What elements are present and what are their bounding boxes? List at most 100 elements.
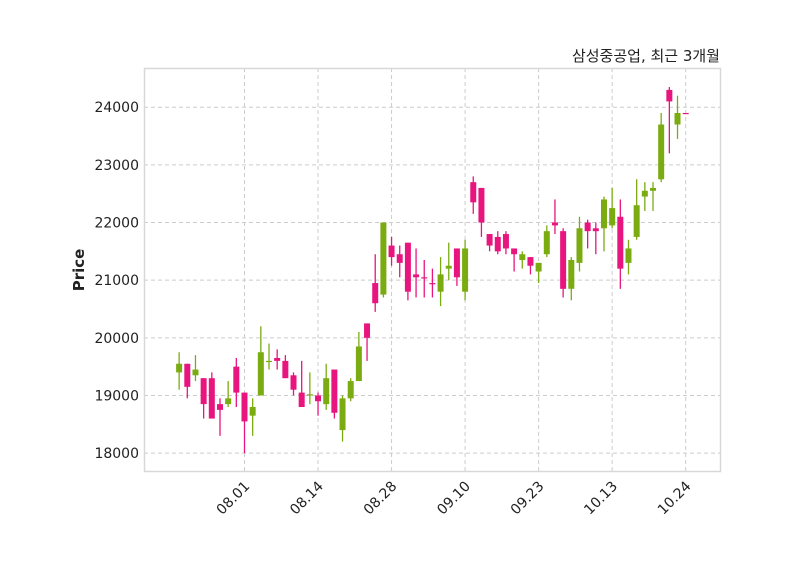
x-tick-label: 08.01 [214, 479, 254, 519]
x-tick-label: 10.24 [655, 478, 695, 518]
candle [609, 187, 616, 229]
candle-body [421, 277, 428, 279]
candle [216, 398, 223, 436]
x-tick-label: 09.23 [508, 479, 548, 519]
candle [633, 179, 640, 240]
candle [347, 378, 354, 402]
candle [355, 332, 362, 382]
candle [535, 262, 542, 284]
candle [192, 355, 199, 382]
candle-body [551, 222, 558, 226]
candles [176, 87, 689, 454]
candle-body [298, 392, 305, 408]
candle-body [609, 208, 616, 226]
candle [364, 323, 371, 361]
candle [176, 352, 183, 390]
candle-body [494, 236, 501, 252]
candle-body [364, 323, 371, 338]
candle [396, 245, 403, 278]
candle-body [543, 231, 550, 255]
candle [225, 381, 232, 408]
candle [306, 372, 313, 405]
candle [592, 222, 599, 255]
candle [560, 228, 567, 298]
candle-body [535, 262, 542, 272]
candle [208, 372, 215, 419]
candle-body [584, 222, 591, 232]
candle [486, 234, 493, 252]
x-tick-label: 09.10 [434, 479, 474, 519]
candle-body [478, 187, 485, 223]
candle [600, 196, 607, 252]
candle-body [266, 360, 273, 363]
candle-body [674, 112, 681, 125]
candle [470, 176, 477, 214]
candle [453, 248, 460, 286]
candle-body [323, 378, 330, 405]
candle-body [658, 124, 665, 180]
candle-body [413, 274, 420, 278]
candle-body [453, 248, 460, 278]
candle [650, 182, 657, 211]
candle-body [404, 242, 411, 292]
candle-body [429, 283, 436, 285]
y-tick-label: 18000 [94, 446, 139, 462]
y-tick-label: 21000 [94, 273, 139, 289]
candle [421, 259, 428, 298]
candle [339, 395, 346, 442]
x-tick-label: 10.13 [581, 479, 621, 519]
candle-body [666, 89, 673, 102]
candle-body [274, 357, 281, 361]
candle [266, 343, 273, 370]
candle [666, 87, 673, 154]
candle-body [437, 274, 444, 292]
candle-body [233, 366, 240, 393]
candle [502, 231, 509, 255]
candle [429, 268, 436, 298]
y-tick-label: 24000 [94, 100, 139, 116]
candle [200, 378, 207, 419]
candle-body [372, 283, 379, 304]
candle [404, 242, 411, 301]
y-tick-label: 23000 [94, 158, 139, 174]
candle [543, 225, 550, 258]
candle-body [682, 112, 689, 115]
candle [519, 251, 526, 269]
candle [682, 112, 689, 115]
candle-body [216, 404, 223, 410]
y-axis: 18000 19000 20000 21000 22000 23000 24000 [94, 100, 139, 462]
candle [576, 216, 583, 272]
candle-body [650, 187, 657, 191]
candle [274, 349, 281, 370]
candle-body [600, 199, 607, 229]
candle [298, 360, 305, 408]
candle [494, 231, 501, 255]
x-tick-label: 08.14 [287, 478, 327, 518]
candle-body [592, 228, 599, 232]
candle [658, 112, 665, 183]
chart-title: 삼성중공업, 최근 3개월 [572, 47, 720, 65]
candle-body [192, 369, 199, 376]
candle-body [445, 265, 452, 269]
candle-body [527, 257, 534, 266]
candle-body [225, 398, 232, 405]
candle-body [470, 182, 477, 203]
candle-body [511, 248, 518, 255]
candle-body [641, 190, 648, 197]
candle-body [502, 234, 509, 249]
candle-body [176, 363, 183, 373]
candle-body [208, 378, 215, 419]
candle [462, 239, 469, 301]
candle [331, 369, 338, 419]
candle [511, 248, 518, 272]
candle [617, 199, 624, 289]
candle-body [306, 394, 313, 396]
candle-body [380, 222, 387, 295]
candle [184, 363, 191, 399]
candle [388, 236, 395, 266]
candle [323, 363, 330, 410]
candle [527, 257, 534, 275]
candle-body [282, 360, 289, 379]
candle-body [347, 381, 354, 399]
